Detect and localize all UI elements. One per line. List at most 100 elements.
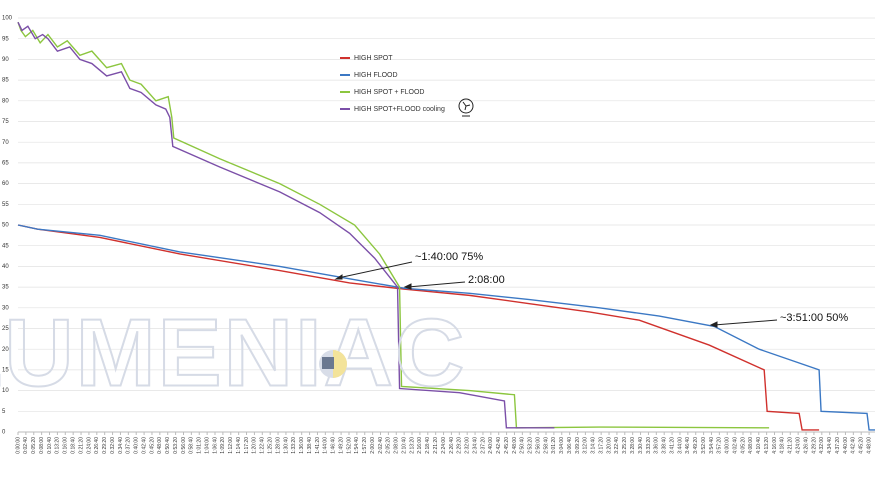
x-tick-label: 2:02:40: [378, 437, 384, 454]
x-tick-label: 1:49:20: [338, 437, 344, 454]
x-tick-label: 2:26:40: [449, 437, 455, 454]
x-tick-label: 2:13:20: [409, 437, 415, 454]
x-tick-label: 4:21:20: [788, 437, 794, 454]
x-tick-label: 4:05:20: [740, 437, 746, 454]
annotation-arrows: [334, 261, 778, 328]
fan-icon: [458, 98, 474, 117]
x-tick-label: 2:42:40: [496, 437, 502, 454]
x-tick-label: 1:54:40: [354, 437, 360, 454]
x-tick-label: 2:24:00: [441, 437, 447, 454]
y-tick-label: 55: [2, 202, 9, 208]
x-tick-label: 2:08:00: [394, 437, 400, 454]
x-tick-label: 0:02:40: [23, 437, 29, 454]
x-tick-label: 3:49:20: [693, 437, 699, 454]
x-tick-label: 3:12:00: [583, 437, 589, 454]
x-tick-label: 3:04:00: [559, 437, 565, 454]
x-tick-label: 0:10:40: [47, 437, 53, 454]
x-tick-label: 2:53:20: [528, 437, 534, 454]
x-tick-label: 1:09:20: [220, 437, 226, 454]
x-tick-label: 0:56:00: [181, 437, 187, 454]
x-tick-label: 1:36:00: [299, 437, 305, 454]
x-tick-label: 4:18:40: [780, 437, 786, 454]
y-tick-label: 60: [2, 181, 9, 187]
y-tick-label: 50: [2, 223, 9, 229]
y-tick-label: 95: [2, 36, 9, 42]
x-tick-label: 1:04:00: [204, 437, 210, 454]
plot: 0 5 10 15 20 25 30 35 40 45 50 55 60 65 70 75 80 85 90 95 10…: [2, 16, 875, 454]
y-tick-label: 10: [2, 388, 9, 394]
x-tick-label: 4:24:00: [795, 437, 801, 454]
x-tick-label: 3:36:00: [654, 437, 660, 454]
x-tick-label: 0:37:20: [126, 437, 132, 454]
x-tick-label: 4:48:00: [866, 437, 872, 454]
y-tick-label: 45: [2, 243, 9, 249]
x-tick-label: 4:40:00: [843, 437, 849, 454]
x-tick-label: 0:29:20: [102, 437, 108, 454]
x-tick-label: 1:12:00: [228, 437, 234, 454]
x-tick-label: 3:46:40: [685, 437, 691, 454]
x-tick-label: 1:06:40: [212, 437, 218, 454]
x-tick-label: 2:45:20: [504, 437, 510, 454]
x-tick-label: 3:25:20: [622, 437, 628, 454]
x-tick-label: 3:57:20: [717, 437, 723, 454]
x-tick-label: 2:10:40: [401, 437, 407, 454]
x-tick-label: 3:41:20: [669, 437, 675, 454]
x-tick-label: 1:22:40: [260, 437, 266, 454]
x-tick-label: 4:16:00: [772, 437, 778, 454]
x-tick-label: 4:37:20: [835, 437, 841, 454]
x-tick-label: 0:45:20: [149, 437, 155, 454]
x-tick-label: 4:29:20: [811, 437, 817, 454]
x-tick-label: 4:13:20: [764, 437, 770, 454]
y-tick-label: 90: [2, 57, 9, 63]
x-tick-label: 0:24:00: [86, 437, 92, 454]
x-tick-label: 3:54:40: [709, 437, 715, 454]
annotation: 2:08:00: [468, 274, 505, 286]
legend-label: HIGH SPOT: [354, 55, 393, 62]
x-tick-label: 0:21:20: [78, 437, 84, 454]
x-tick-label: 2:05:20: [386, 437, 392, 454]
x-tick-label: 3:14:40: [591, 437, 597, 454]
x-tick-label: 1:52:00: [346, 437, 352, 454]
x-tick-label: 0:34:40: [118, 437, 124, 454]
x-tick-label: 2:16:00: [417, 437, 423, 454]
x-tick-label: 0:53:20: [173, 437, 179, 454]
series-line: [17, 21, 555, 429]
x-tick-label: 3:33:20: [646, 437, 652, 454]
series-line: [17, 224, 875, 431]
x-tick-label: 3:52:00: [701, 437, 707, 454]
x-tick-label: 2:29:20: [457, 437, 463, 454]
x-tick-label: 0:18:40: [70, 437, 76, 454]
watermark-icon: [319, 350, 347, 378]
x-tick-label: 4:26:40: [803, 437, 809, 454]
x-tick-label: 1:25:20: [268, 437, 274, 454]
x-tick-label: 1:14:40: [236, 437, 242, 454]
x-tick-label: 0:42:40: [141, 437, 147, 454]
y-tick-label: 15: [2, 367, 9, 373]
x-tick-label: 2:40:00: [488, 437, 494, 454]
x-tick-label: 4:10:40: [756, 437, 762, 454]
x-tick-label: 3:30:40: [638, 437, 644, 454]
y-tick-label: 85: [2, 78, 9, 84]
x-tick-label: 0:58:40: [189, 437, 195, 454]
series-line: [17, 21, 770, 429]
legend-label: HIGH SPOT + FLOOD: [354, 89, 424, 96]
x-tick-label: 3:22:40: [614, 437, 620, 454]
x-tick-label: 2:37:20: [480, 437, 486, 454]
y-tick-label: 65: [2, 160, 9, 166]
x-tick-label: 1:46:40: [331, 437, 337, 454]
x-tick-label: 2:34:40: [472, 437, 478, 454]
x-tick-label: 4:02:40: [732, 437, 738, 454]
x-tick-label: 1:17:20: [244, 437, 250, 454]
x-tick-label: 0:50:40: [165, 437, 171, 454]
x-tick-label: 2:56:00: [535, 437, 541, 454]
x-tick-label: 3:20:00: [606, 437, 612, 454]
x-tick-label: 1:28:00: [275, 437, 281, 454]
x-tick-label: 0:40:00: [134, 437, 140, 454]
x-tick-label: 4:08:00: [748, 437, 754, 454]
x-tick-label: 4:32:00: [819, 437, 825, 454]
legend-label: HIGH FLOOD: [354, 72, 398, 79]
x-tick-label: 0:48:00: [157, 437, 163, 454]
x-tick-label: 1:38:40: [307, 437, 313, 454]
x-tick-label: 2:58:40: [543, 437, 549, 454]
